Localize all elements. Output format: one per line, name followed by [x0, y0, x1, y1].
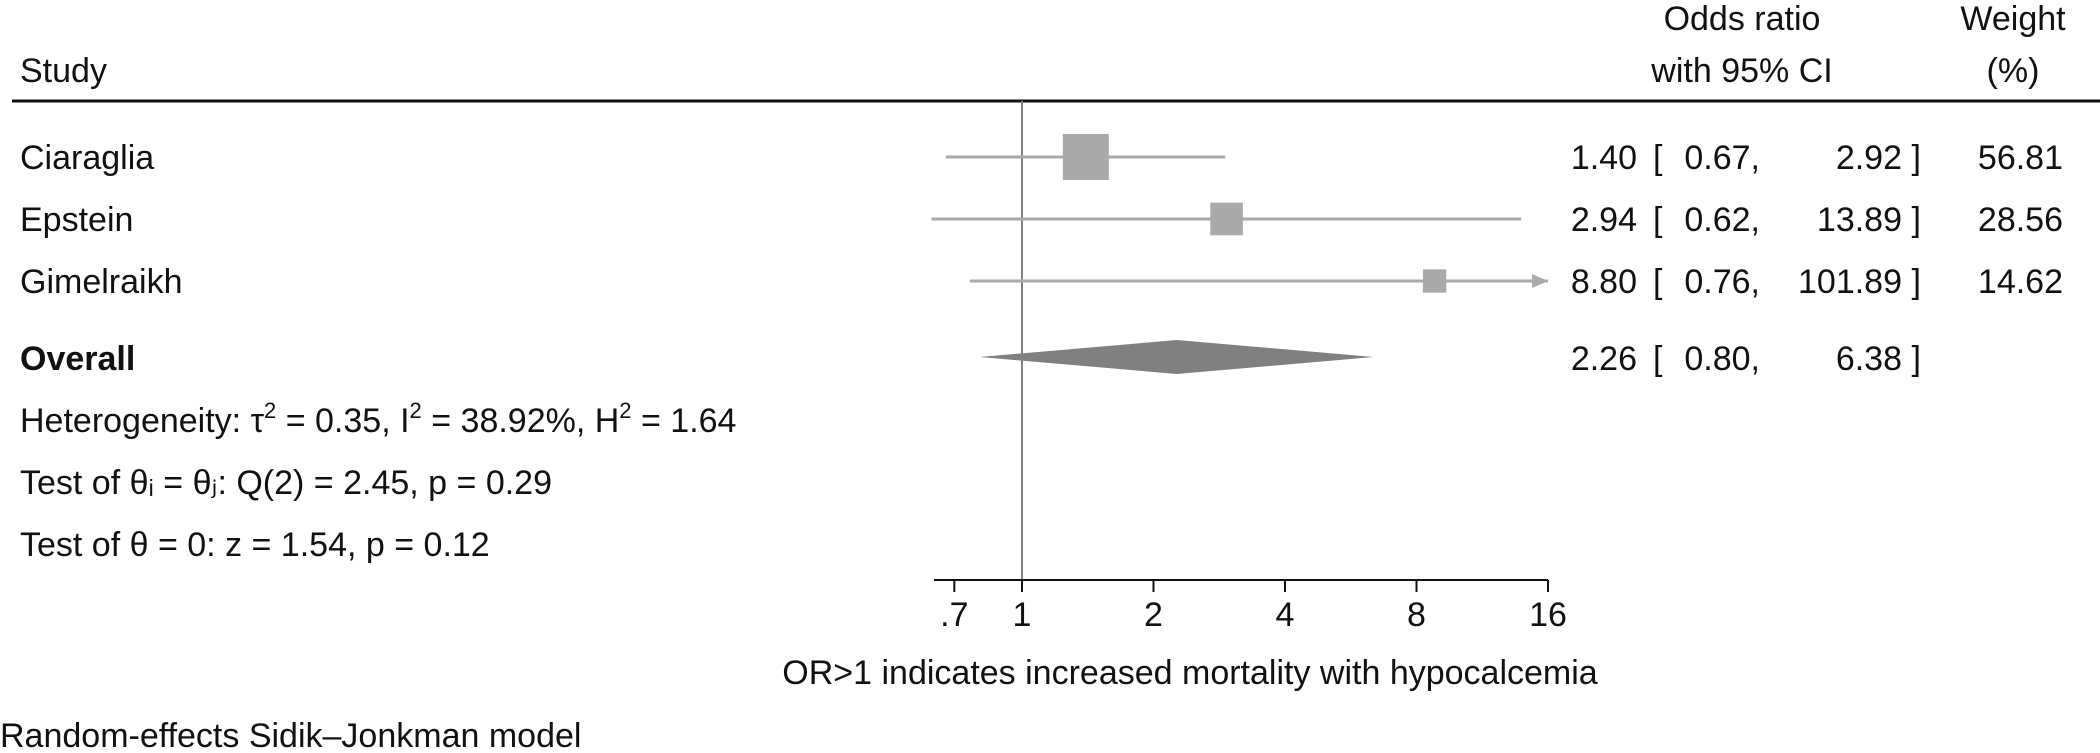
weight-box-ciaraglia — [1062, 134, 1109, 180]
study-name: Epstein — [20, 201, 133, 239]
test-zero-text: Test of θ = 0: z = 1.54, p = 0.12 — [20, 526, 490, 564]
ci-close-bracket: ] — [1912, 201, 1921, 239]
ci-lower: 0.76, — [1684, 263, 1760, 301]
header-study: Study — [20, 52, 107, 90]
overall-ci-open-bracket: [ — [1653, 340, 1663, 378]
study-name: Ciaraglia — [20, 139, 154, 177]
ci-lower: 0.67, — [1684, 139, 1760, 177]
x-axis-title: OR>1 indicates increased mortality with … — [782, 654, 1598, 692]
weight-box-gimelraikh — [1422, 269, 1447, 293]
heterogeneity-text: Heterogeneity: τ2 = 0.35, I2 = 38.92%, H… — [20, 398, 736, 440]
overall-ci-lower: 0.80, — [1684, 340, 1760, 378]
ci-upper: 101.89 — [1798, 263, 1902, 301]
or-value: 2.94 — [1571, 201, 1637, 239]
weight-value: 56.81 — [1978, 139, 2063, 177]
x-tick-label: .7 — [940, 596, 968, 634]
overall-diamond — [979, 340, 1374, 374]
study-name: Gimelraikh — [20, 263, 182, 301]
ci-close-bracket: ] — [1912, 139, 1921, 177]
ci-upper: 13.89 — [1817, 201, 1902, 239]
x-tick-label: 1 — [1013, 596, 1032, 634]
header-weight-line2: (%) — [1987, 52, 2040, 90]
overall-label: Overall — [20, 340, 135, 378]
model-note: Random-effects Sidik–Jonkman model — [0, 717, 581, 753]
weight-value: 28.56 — [1978, 201, 2063, 239]
header-or-line1: Odds ratio — [1664, 0, 1821, 38]
x-tick-label: 4 — [1276, 596, 1295, 634]
ci-open-bracket: [ — [1653, 139, 1663, 177]
ci-open-bracket: [ — [1653, 201, 1663, 239]
overall-ci-upper: 6.38 — [1836, 340, 1902, 378]
x-tick-label: 8 — [1407, 596, 1426, 634]
or-value: 1.40 — [1571, 139, 1637, 177]
x-tick-label: 2 — [1144, 596, 1163, 634]
study-rows: Ciaraglia 1.40 [0.67, 2.92] 56.81 Epstein 2.94… — [20, 101, 2063, 580]
or-value: 8.80 — [1571, 263, 1637, 301]
ci-open-bracket: [ — [1653, 263, 1663, 301]
x-axis: .7 1 2 4 8 16 — [934, 579, 1567, 634]
ci-close-bracket: ] — [1912, 263, 1921, 301]
test-equal-text: Test of θᵢ = θⱼ: Q(2) = 2.45, p = 0.29 — [20, 464, 552, 502]
weight-box-epstein — [1210, 202, 1243, 236]
ci-lower: 0.62, — [1684, 201, 1760, 239]
header-weight-line1: Weight — [1960, 0, 2066, 38]
header-or-line2: with 95% CI — [1650, 52, 1832, 90]
ci-upper: 2.92 — [1836, 139, 1902, 177]
overall-ci-close-bracket: ] — [1912, 340, 1921, 378]
x-tick-label: 16 — [1529, 596, 1567, 634]
weight-value: 14.62 — [1978, 263, 2063, 301]
ci-arrow-gimelraikh — [1532, 274, 1548, 288]
overall-or-value: 2.26 — [1571, 340, 1637, 378]
